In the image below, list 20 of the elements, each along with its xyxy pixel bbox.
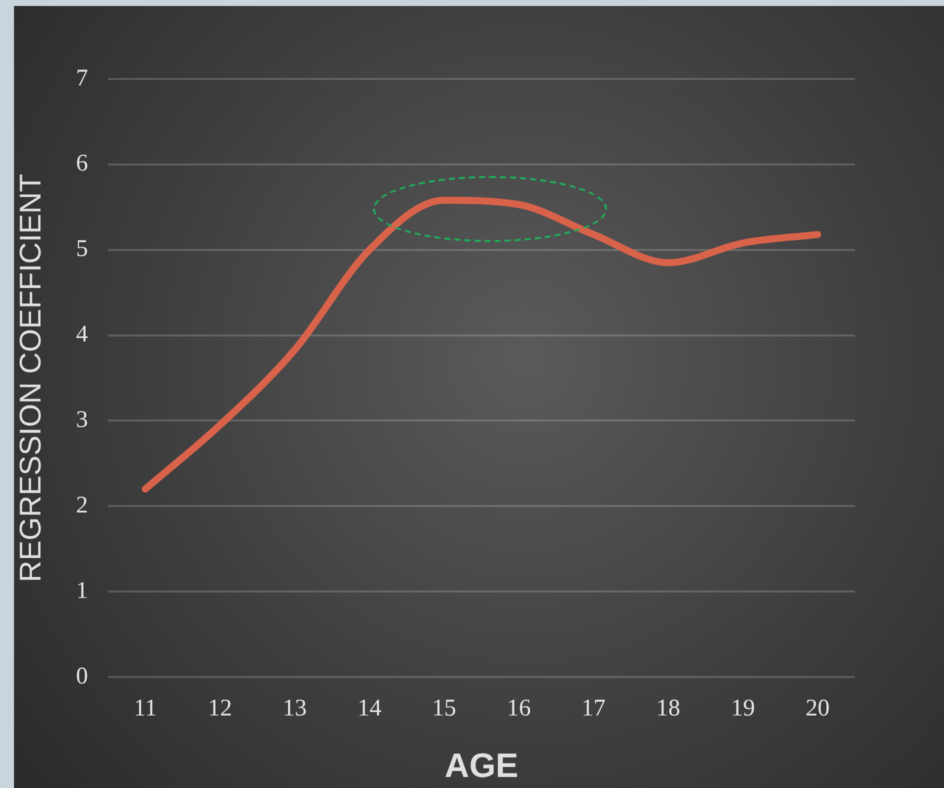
x-tick-label: 17 <box>582 696 606 722</box>
x-tick-label: 16 <box>506 696 531 722</box>
y-tick-label: 0 <box>76 663 88 690</box>
x-tick-label: 18 <box>656 696 680 722</box>
x-tick-label: 12 <box>208 696 232 722</box>
x-tick-label: 14 <box>357 696 382 722</box>
y-tick-label: 1 <box>76 578 88 604</box>
y-tick-label: 2 <box>76 492 88 518</box>
y-axis-title: REGRESSION COEFFICIENT <box>14 174 48 582</box>
y-tick-label: 5 <box>76 236 88 262</box>
x-axis-title: AGE <box>444 746 518 785</box>
x-tick-label: 15 <box>432 696 456 722</box>
x-tick-label: 11 <box>134 696 157 722</box>
x-tick-label: 19 <box>730 696 755 722</box>
y-tick-label: 4 <box>76 322 88 348</box>
x-tick-label: 13 <box>282 696 307 722</box>
y-tick-label: 3 <box>76 407 88 434</box>
x-tick-label: 20 <box>806 696 830 722</box>
y-tick-label: 6 <box>76 150 88 177</box>
y-tick-label: 7 <box>76 65 88 92</box>
